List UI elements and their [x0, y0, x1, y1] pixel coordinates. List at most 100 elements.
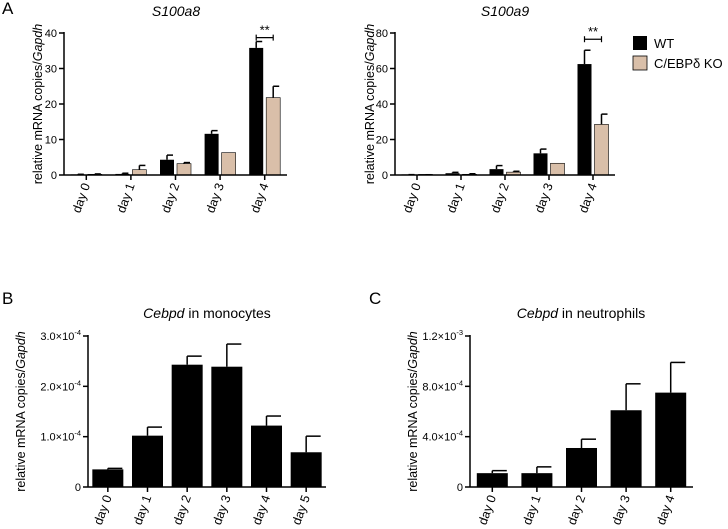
bar-ko-day-2 [176, 163, 192, 176]
y-axis-label-text: relative mRNA copies/ [14, 368, 28, 491]
y-tick-label: 80 [376, 28, 388, 40]
bar-wt-day-2 [171, 364, 203, 487]
x-tick-label: day 3 [532, 181, 556, 215]
bar-wt-day-3 [211, 366, 243, 487]
bar-ko-day-3 [221, 152, 236, 176]
legend-swatch-wt [633, 36, 647, 50]
bar-wt-day-2 [489, 169, 504, 175]
y-tick-label: 30 [45, 64, 57, 76]
chart-cebpd-monocytes: Cebpd in monocytes relative mRNA copies/G… [14, 305, 326, 527]
chart-title: Cebpd in monocytes [143, 305, 271, 321]
x-tick-label: day 0 [91, 493, 115, 527]
bar-wt-day-5 [290, 452, 322, 487]
y-axis-label-gene: Gapdh [363, 24, 377, 62]
y-tick-label: 0 [382, 170, 388, 182]
y-tick-label: 4.0×10-4 [422, 429, 463, 444]
y-tick-label-base: 8.0×10 [422, 381, 456, 393]
bar-wt-day-0 [92, 469, 124, 487]
x-tick-label: day 2 [488, 181, 512, 215]
y-tick-label: 20 [45, 99, 57, 111]
bar-ko-day-4 [265, 97, 281, 176]
y-tick-label-exponent: -4 [74, 328, 81, 337]
x-tick-label: day 2 [159, 181, 183, 215]
y-tick-label-exponent: -4 [456, 429, 463, 438]
legend-label-wt: WT [654, 36, 674, 51]
y-tick-label: 10 [45, 135, 57, 147]
bar-wt-day-2 [566, 447, 597, 487]
y-tick-label: 0 [457, 482, 463, 494]
x-tick-label: day 0 [400, 181, 424, 215]
bar-wt-day-3 [533, 153, 548, 175]
y-tick-label: 1.0×10-4 [40, 429, 81, 444]
chart-title-rest: in neutrophils [558, 305, 645, 321]
bar-wt-day-0 [476, 473, 508, 487]
y-tick-label-base: 0 [75, 482, 81, 494]
legend-label-ko: C/EBPδ KO [654, 56, 723, 71]
bar-wt-day-1 [521, 473, 553, 487]
bar-wt-day-4 [251, 425, 282, 487]
y-tick-label-base: 2.0×10 [40, 381, 74, 393]
y-axis-label-text: relative mRNA copies/ [363, 61, 377, 184]
x-tick-label: day 4 [654, 493, 678, 527]
y-tick-label-base: 1.2×10 [422, 331, 456, 343]
x-tick-label: day 3 [210, 493, 234, 527]
x-tick-label: day 4 [250, 493, 274, 527]
chart-s100a8: S100a8 relative mRNA copies/Gapdh 0 10 20 30 4… [31, 3, 287, 215]
x-tick-label: day 2 [565, 493, 589, 527]
x-tick-label: day 3 [609, 493, 633, 527]
y-tick-label: 3.0×10-4 [40, 328, 81, 343]
y-axis-label-gene: Gapdh [31, 24, 45, 62]
panel-letter-c: C [369, 289, 381, 308]
chart-title: S100a8 [152, 3, 200, 19]
legend: WT C/EBPδ KO [632, 36, 723, 71]
chart-cebpd-neutrophils: Cebpd in neutrophils relative mRNA copies… [406, 305, 693, 527]
y-tick-label-exponent: -4 [456, 378, 463, 387]
legend-swatch-ko [632, 55, 648, 71]
chart-title: S100a9 [481, 3, 529, 19]
x-tick-label: day 3 [203, 181, 227, 215]
y-axis-label-text: relative mRNA copies/ [406, 368, 420, 491]
bar-wt-day-1 [132, 435, 163, 487]
bar-ko-day-4 [594, 124, 609, 176]
bar-wt-day-4 [249, 47, 264, 175]
panel-letter-a: A [2, 0, 14, 18]
y-axis-label-text: relative mRNA copies/ [31, 61, 45, 184]
chart-s100a9: S100a9 relative mRNA copies/Gapdh 0 20 40 60 8… [363, 3, 615, 215]
x-tick-label: day 0 [475, 493, 499, 527]
y-tick-label: 2.0×10-4 [40, 378, 81, 393]
chart-title-gene: Cebpd [517, 305, 559, 321]
significance-label: ** [260, 23, 270, 38]
y-tick-label-exponent: -4 [74, 429, 81, 438]
y-axis-label-gene: Gapdh [406, 331, 420, 369]
chart-title: Cebpd in neutrophils [517, 305, 645, 321]
x-tick-label: day 0 [69, 181, 93, 215]
x-tick-label: day 1 [131, 493, 155, 527]
y-axis-label: relative mRNA copies/Gapdh [406, 331, 420, 492]
chart-title-rest: in monocytes [184, 305, 270, 321]
y-tick-label-exponent: -4 [74, 378, 81, 387]
panel-letter-b: B [2, 289, 13, 308]
bar-ko-day-3 [550, 162, 565, 176]
y-tick-label: 1.2×10-3 [422, 328, 463, 343]
chart-title-gene: Cebpd [143, 305, 185, 321]
x-tick-label: day 5 [289, 493, 313, 527]
y-tick-label-base: 4.0×10 [422, 432, 456, 444]
x-tick-label: day 1 [114, 181, 138, 215]
x-tick-label: day 4 [248, 181, 272, 215]
x-tick-label: day 4 [576, 181, 600, 215]
bar-wt-day-4 [577, 64, 592, 175]
bar-wt-day-2 [160, 159, 174, 175]
x-tick-label: day 2 [170, 493, 194, 527]
y-axis-label-gene: Gapdh [14, 331, 28, 369]
bar-wt-day-4 [655, 392, 687, 487]
significance-label: ** [588, 24, 598, 39]
x-tick-label: day 1 [444, 181, 468, 215]
y-tick-label: 0 [75, 482, 81, 494]
bar-ko-day-1 [132, 169, 147, 176]
y-axis-label: relative mRNA copies/Gapdh [14, 331, 28, 492]
y-tick-label: 20 [376, 135, 388, 147]
y-tick-label: 40 [376, 99, 388, 111]
y-tick-label-exponent: -3 [456, 328, 463, 337]
y-axis-label: relative mRNA copies/Gapdh [363, 24, 377, 185]
